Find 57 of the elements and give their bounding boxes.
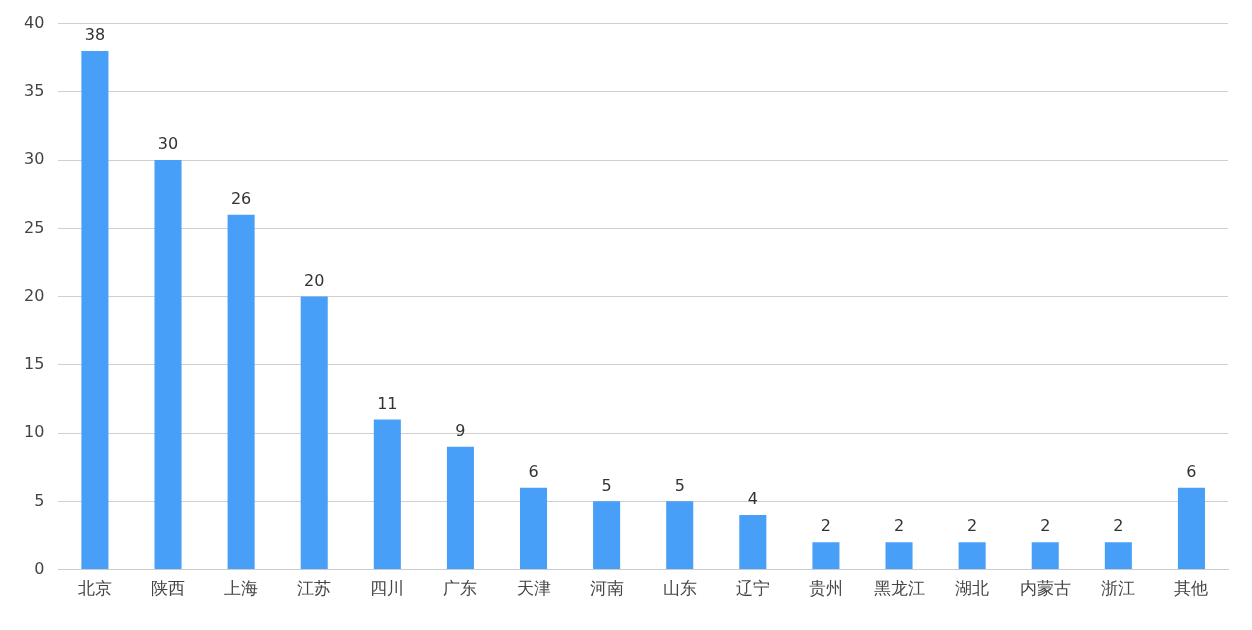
- bar: [885, 542, 913, 570]
- x-tick-label: 广东: [443, 578, 478, 599]
- bar: [81, 50, 109, 570]
- x-tick-label: 湖北: [955, 578, 990, 599]
- data-label: 5: [601, 475, 612, 495]
- y-tick-label: 0: [34, 558, 45, 578]
- y-tick-label: 10: [24, 422, 45, 442]
- bar: [593, 501, 621, 570]
- bar: [666, 501, 694, 570]
- bar: [227, 214, 255, 570]
- data-label: 11: [377, 393, 398, 413]
- x-tick-label: 上海: [224, 578, 259, 599]
- x-tick-label: 四川: [370, 578, 405, 599]
- x-tick-label: 河南: [589, 578, 624, 599]
- y-tick-label: 25: [24, 217, 45, 237]
- data-label: 2: [893, 516, 905, 536]
- x-tick-label: 辽宁: [735, 578, 770, 599]
- x-tick-label: 黑龙江: [873, 578, 925, 599]
- bar: [154, 160, 182, 570]
- x-tick-label: 陕西: [151, 578, 186, 599]
- x-tick-label: 浙江: [1101, 578, 1136, 599]
- data-label: 6: [1186, 461, 1197, 481]
- data-label: 9: [455, 420, 466, 440]
- data-label: 6: [528, 461, 539, 481]
- data-label: 5: [674, 475, 685, 495]
- bar: [373, 419, 401, 570]
- x-tick-label: 山东: [662, 578, 697, 599]
- y-tick-label: 35: [24, 81, 45, 101]
- bar: [1177, 487, 1205, 570]
- x-tick-label: 天津: [516, 578, 551, 599]
- x-tick-label: 其他: [1174, 578, 1209, 599]
- x-tick-label: 北京: [77, 578, 112, 599]
- bar: [812, 542, 840, 570]
- data-label: 2: [967, 516, 978, 536]
- data-label: 2: [820, 516, 832, 536]
- bar: [520, 487, 548, 570]
- y-tick-label: 20: [24, 285, 45, 305]
- x-tick-label: 内蒙古: [1019, 578, 1071, 599]
- data-label: 2: [1113, 516, 1124, 536]
- x-tick-label: 江苏: [297, 578, 332, 599]
- data-label: 26: [230, 188, 252, 208]
- y-tick-label: 30: [24, 149, 45, 169]
- data-label: 20: [304, 270, 325, 290]
- y-tick-label: 15: [24, 354, 45, 374]
- bar: [1104, 542, 1132, 570]
- bar: [1031, 542, 1059, 570]
- y-tick-label: 5: [34, 490, 45, 510]
- bar: [739, 515, 767, 570]
- data-label: 2: [1040, 516, 1051, 536]
- bar: [958, 542, 986, 570]
- data-label: 30: [157, 134, 179, 154]
- bar: [300, 296, 328, 570]
- bar: [446, 446, 474, 570]
- x-tick-label: 贵州: [808, 578, 843, 599]
- y-tick-label: 40: [24, 12, 45, 32]
- data-label: 4: [747, 489, 758, 509]
- data-label: 38: [84, 25, 106, 45]
